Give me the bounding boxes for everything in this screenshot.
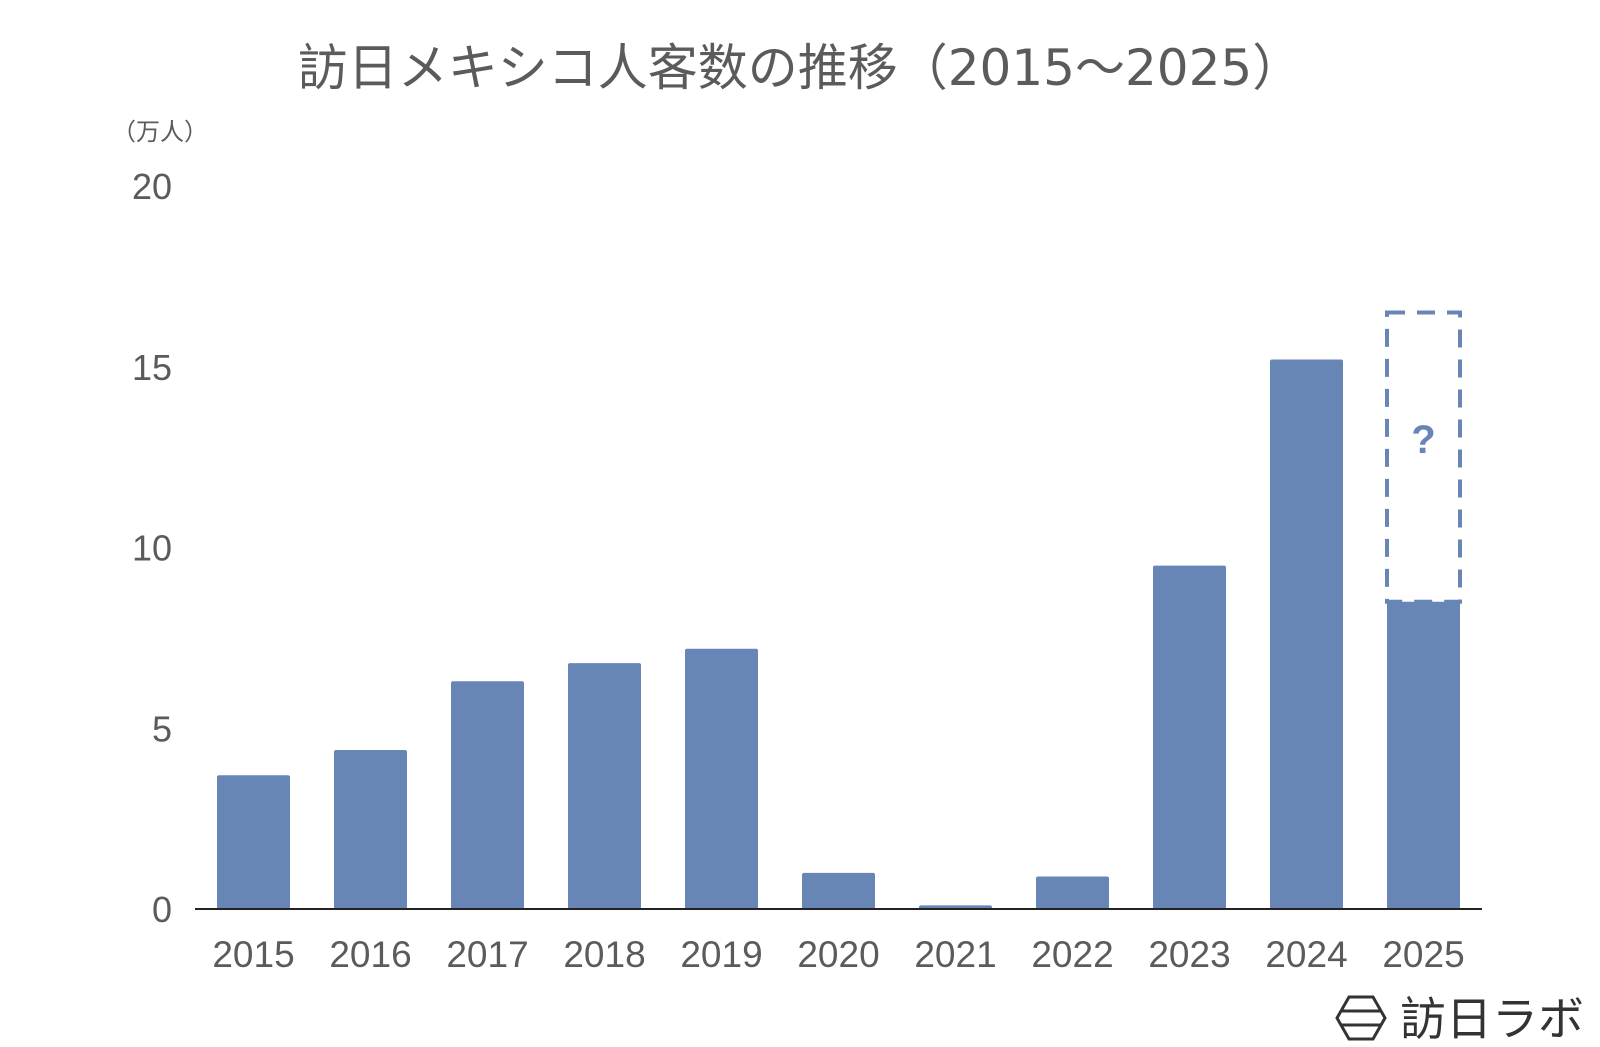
bars: [217, 359, 1460, 909]
x-tick-label: 2018: [563, 934, 645, 975]
bar-2023: [1153, 565, 1226, 909]
y-axis-unit-label: （万人）: [112, 118, 208, 146]
x-tick-label: 2016: [329, 934, 411, 975]
bar-2019: [685, 648, 758, 909]
y-tick-label: 0: [152, 889, 172, 930]
y-tick-label: 20: [132, 166, 172, 207]
brand-logo: 訪日ラボ: [1335, 992, 1584, 1046]
x-tick-label: 2020: [797, 934, 879, 975]
x-tick-label: 2022: [1031, 934, 1113, 975]
x-tick-label: 2025: [1382, 934, 1464, 975]
x-tick-label: 2023: [1148, 934, 1230, 975]
bar-2018: [568, 663, 641, 909]
x-axis-labels: 2015 2016 2017 2018 2019 2020 2021 2022 2023 2024…: [212, 934, 1464, 975]
x-tick-label: 2021: [914, 934, 996, 975]
projection-group: ?: [1385, 310, 1462, 604]
chart-title: 訪日メキシコ人客数の推移（2015〜2025）: [298, 39, 1303, 97]
bar-2022: [1036, 876, 1109, 909]
x-tick-label: 2017: [446, 934, 528, 975]
x-tick-label: 2024: [1265, 934, 1347, 975]
x-tick-label: 2015: [212, 934, 294, 975]
projection-question-mark: ?: [1411, 418, 1435, 462]
bar-2016: [334, 749, 407, 909]
brand-name: 訪日ラボ: [1400, 992, 1584, 1046]
bar-2020: [802, 872, 875, 909]
bar-2017: [451, 681, 524, 909]
x-tick-label: 2019: [680, 934, 762, 975]
bar-2015: [217, 775, 290, 909]
y-tick-label: 15: [132, 347, 172, 388]
y-axis-ticks: 0 5 10 15 20: [132, 166, 172, 930]
bar-2025: [1387, 601, 1460, 909]
y-tick-label: 10: [132, 528, 172, 569]
projection-box: [1385, 310, 1462, 604]
y-tick-label: 5: [152, 708, 172, 749]
bar-2024: [1270, 359, 1343, 909]
hexagon-logo-icon: [1335, 995, 1387, 1041]
